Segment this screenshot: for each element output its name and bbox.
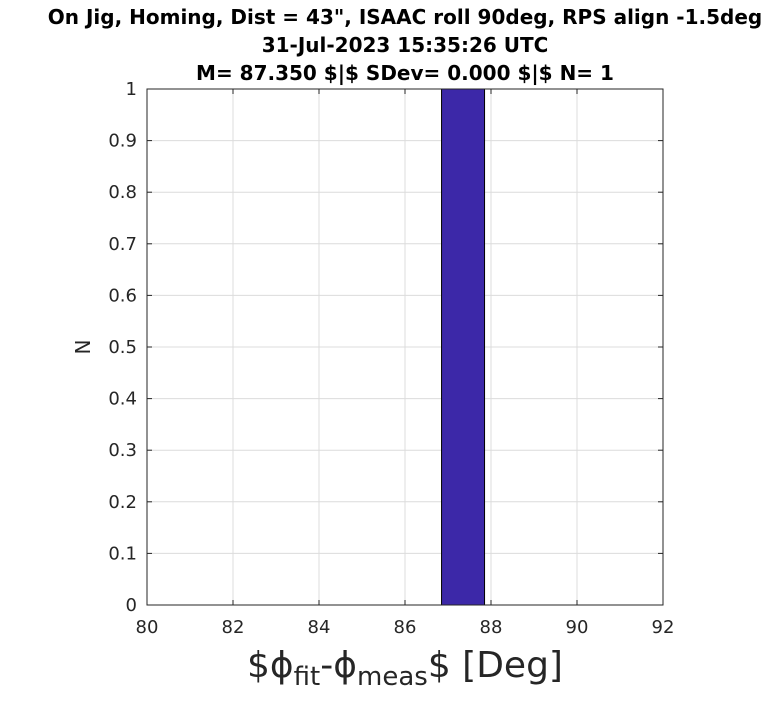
histogram-bar [441,88,486,606]
y-tick-label: 0.2 [108,492,137,513]
y-tick-label: 0.3 [108,440,137,461]
x-tick-label: 82 [222,617,245,638]
x-tick-label: 92 [652,617,675,638]
y-tick-label: 1 [126,79,137,100]
x-axis-label-suffix: $ [Deg] [428,645,563,686]
chart-title-line-3: M= 87.350 $|$ SDev= 0.000 $|$ N= 1 [196,61,614,85]
y-tick-label: 0.7 [108,234,137,255]
y-tick-label: 0.6 [108,285,137,306]
y-tick-label: 0.1 [108,543,137,564]
y-tick-label: 0 [126,595,137,616]
x-axis-label: $ϕfit-ϕmeas$ [Deg] [247,645,563,692]
x-axis-label-sub-meas: meas [357,662,428,692]
x-ticks: 80 82 84 86 88 90 92 [136,89,675,638]
x-tick-label: 88 [480,617,503,638]
x-axis-label-prefix: $ϕ [247,645,294,686]
y-tick-label: 0.8 [108,182,137,203]
x-tick-label: 86 [394,617,417,638]
x-tick-label: 90 [566,617,589,638]
y-tick-label: 0.4 [108,389,137,410]
x-axis-label-middle: -ϕ [320,645,357,686]
plot-area: 80 82 84 86 88 90 92 0 0.1 0.2 0.3 0.4 0.5 0.6 0.7 0.8… [108,79,674,638]
x-axis-label-sub-fit: fit [294,662,321,692]
x-tick-label: 80 [136,617,159,638]
y-ticks: 0 0.1 0.2 0.3 0.4 0.5 0.6 0.7 0.8 0.9 1 [108,79,663,616]
histogram-bars [441,88,486,606]
y-axis-label: N [71,340,95,355]
y-tick-label: 0.5 [108,337,137,358]
x-tick-label: 84 [308,617,331,638]
chart-title-line-2: 31-Jul-2023 15:35:26 UTC [262,33,549,57]
y-tick-label: 0.9 [108,131,137,152]
chart-title-line-1: On Jig, Homing, Dist = 43", ISAAC roll 9… [48,5,762,29]
